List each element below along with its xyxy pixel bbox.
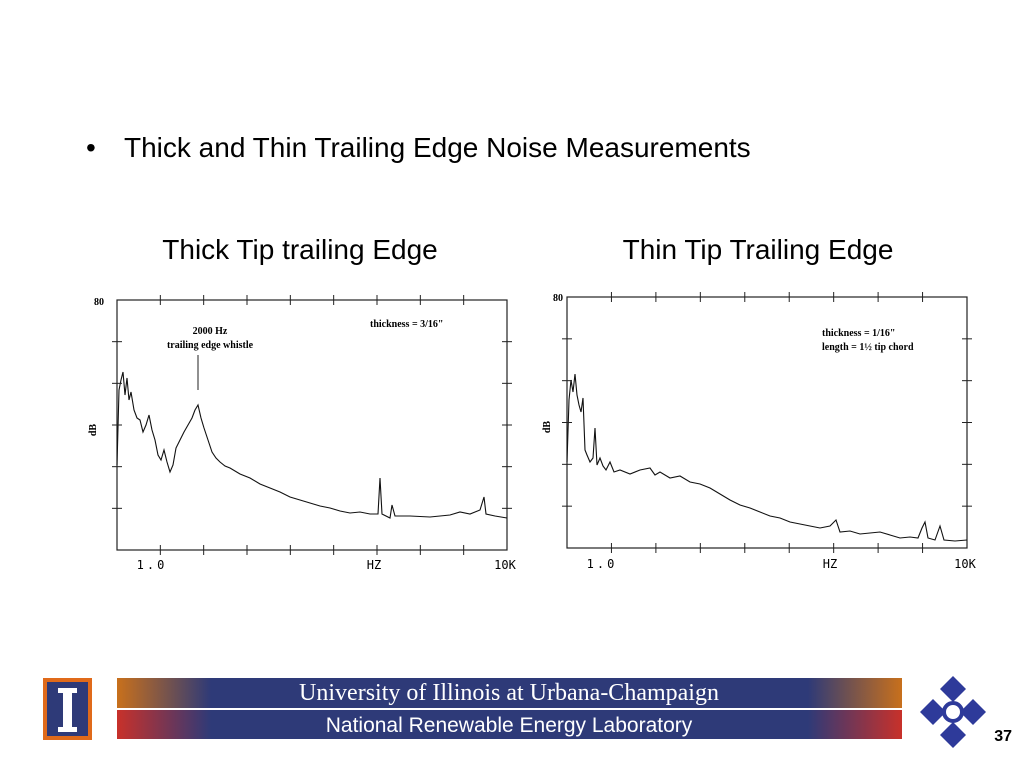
plot: 80 dB 1.0 HZ 10K thickness = 1/16" lengt… [542, 292, 977, 571]
banner-top [117, 678, 902, 708]
lab-name: National Renewable Energy Laboratory [326, 714, 693, 737]
annotation: thickness = 3/16" [370, 319, 443, 330]
bullet-text: Thick and Thin Trailing Edge Noise Measu… [124, 132, 751, 163]
annotation: 2000 Hz [193, 326, 228, 337]
plot-frame [116, 299, 508, 551]
banner-bottom [117, 710, 902, 739]
y-axis-label: dB [88, 424, 99, 437]
annotation: trailing edge whistle [167, 340, 254, 351]
plot-title: Thin Tip Trailing Edge [623, 234, 894, 265]
plot-frame [566, 296, 968, 549]
spectrum-curve [566, 373, 968, 542]
x-label: HZ [367, 558, 381, 572]
x-label: 1.0 [137, 558, 168, 572]
annotation: thickness = 1/16" [822, 328, 895, 339]
nrel-logo [920, 676, 986, 748]
spectrum-curve [116, 371, 508, 519]
x-label: 10K [494, 558, 516, 572]
x-label: HZ [823, 557, 837, 571]
plot: 80 dB 1.0 HZ 10K 2000 Hz trailing edge w… [88, 295, 517, 572]
x-label: 10K [954, 557, 976, 571]
illinois-logo [43, 678, 92, 740]
bullet-dot: • [86, 132, 96, 163]
page-number: 37 [994, 728, 1012, 745]
university-name: University of Illinois at Urbana-Champai… [299, 680, 719, 706]
y-top-label: 80 [553, 293, 563, 304]
annotation: length = 1½ tip chord [822, 342, 914, 353]
plot-title: Thick Tip trailing Edge [162, 234, 437, 265]
y-top-label: 80 [94, 297, 104, 308]
y-axis-label: dB [542, 421, 553, 434]
x-label: 1.0 [587, 557, 618, 571]
